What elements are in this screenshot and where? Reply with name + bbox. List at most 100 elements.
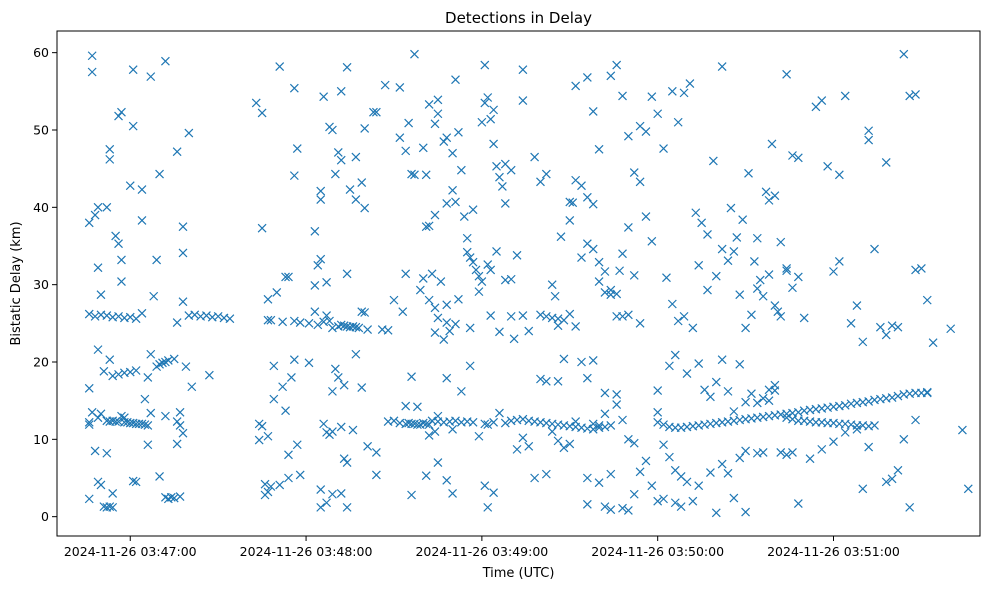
detection-point: [588, 199, 598, 209]
detection-point: [146, 408, 156, 418]
detection-point: [424, 221, 434, 231]
detection-point: [518, 414, 528, 424]
detection-point: [90, 311, 100, 321]
detection-point: [618, 91, 627, 101]
detection-point: [269, 394, 279, 404]
detection-point: [606, 285, 616, 295]
detection-point: [322, 498, 331, 508]
detection-point: [793, 499, 803, 508]
detection-point: [336, 155, 346, 165]
detection-point: [289, 171, 299, 181]
y-tick-label: 10: [33, 432, 49, 447]
detection-point: [316, 186, 326, 196]
detection-point: [582, 499, 592, 509]
detection-point: [178, 222, 188, 232]
detection-point: [899, 49, 909, 59]
detection-point: [659, 440, 668, 450]
detection-point: [128, 65, 138, 75]
detection-point: [489, 105, 499, 115]
detection-point: [119, 413, 129, 423]
y-tick-label: 50: [33, 122, 49, 137]
detection-point: [328, 427, 337, 437]
detection-point: [204, 370, 214, 380]
detection-point: [284, 450, 293, 460]
detection-point: [723, 386, 733, 396]
detection-point: [448, 424, 457, 434]
detection-point: [588, 419, 598, 429]
detection-point: [310, 226, 320, 236]
detection-point: [483, 502, 493, 512]
detection-point: [442, 373, 452, 383]
detection-point: [647, 481, 657, 491]
detection-point: [717, 459, 727, 469]
detection-point: [117, 277, 126, 286]
detection-point: [928, 338, 938, 348]
detection-point: [166, 492, 176, 502]
detection-point: [412, 420, 422, 430]
detection-point: [840, 427, 850, 437]
detection-point: [143, 420, 153, 430]
detection-point: [351, 349, 361, 359]
detection-point: [530, 473, 540, 483]
detection-point: [541, 169, 551, 179]
detection-point: [286, 373, 296, 382]
detection-point: [606, 505, 616, 515]
detection-point: [84, 383, 94, 393]
detection-point: [741, 507, 751, 517]
detection-point: [571, 81, 581, 91]
detection-point: [424, 100, 434, 109]
detection-point: [582, 192, 592, 202]
detection-point: [864, 397, 874, 406]
detection-point: [761, 187, 771, 197]
plot-area-frame: [56, 30, 981, 537]
detection-point: [749, 257, 759, 266]
detection-point: [158, 358, 167, 368]
detection-point: [676, 502, 686, 512]
detection-point: [84, 309, 94, 319]
detection-point: [870, 420, 879, 430]
detection-point: [284, 473, 293, 483]
detection-point: [497, 182, 507, 191]
detection-point: [629, 270, 639, 280]
detection-point: [105, 144, 115, 154]
detection-point: [184, 128, 194, 138]
detection-point: [84, 494, 94, 504]
detection-point: [565, 216, 575, 225]
detection-point: [697, 218, 707, 228]
detection-point: [251, 98, 261, 108]
detection-point: [600, 267, 610, 276]
detection-point: [342, 458, 352, 467]
x-tick-label: 2024-11-26 03:51:00: [767, 544, 900, 559]
detection-point: [371, 470, 381, 480]
detection-point: [518, 311, 528, 321]
detection-point: [319, 419, 329, 429]
detection-point: [682, 369, 692, 379]
detection-point: [864, 442, 874, 452]
detection-point: [260, 490, 270, 500]
detection-point: [618, 249, 627, 259]
detection-point: [310, 281, 320, 290]
detection-point: [421, 222, 431, 232]
detection-point: [623, 310, 633, 320]
detection-point: [623, 434, 633, 444]
detection-point: [618, 415, 627, 425]
detection-point: [131, 477, 141, 487]
detection-point: [717, 62, 727, 71]
detection-point: [146, 349, 156, 359]
detection-point: [793, 153, 803, 163]
detection-point: [454, 294, 463, 304]
detection-point: [588, 244, 598, 254]
detection-point: [600, 422, 610, 432]
detection-point: [360, 203, 370, 213]
detection-point: [541, 311, 551, 321]
detection-point: [137, 216, 147, 225]
detection-point: [401, 401, 411, 411]
detection-point: [328, 386, 337, 396]
detection-point: [105, 154, 115, 164]
y-tick-label: 30: [33, 277, 49, 292]
detection-point: [433, 411, 443, 421]
detection-point: [758, 291, 768, 301]
detection-point: [688, 496, 698, 506]
detection-point: [202, 311, 211, 321]
detection-point: [383, 325, 393, 335]
